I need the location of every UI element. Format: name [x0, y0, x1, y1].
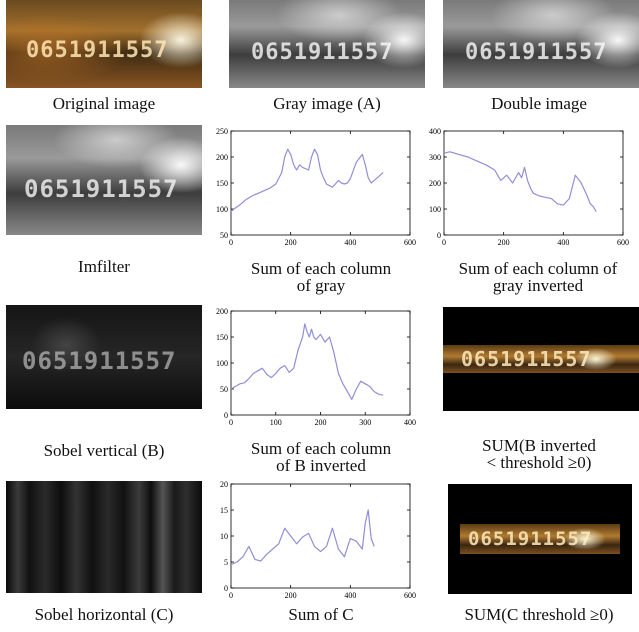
panel-b-threshold-sum: 0651911557 SUM(B inverted < threshold ≥0… [426, 305, 639, 475]
caption-b-threshold-sum-l2: < threshold ≥0) [486, 453, 592, 472]
caption-sobel-vertical: Sobel vertical (B) [43, 441, 165, 460]
caption-c-sum: Sum of C [288, 605, 354, 624]
panel-sobel-horizontal: Sobel horizontal (C) [0, 478, 213, 632]
y-tick-label: 50 [220, 385, 228, 394]
image-digits: 0651911557 [468, 528, 593, 550]
x-tick-label: 400 [344, 591, 356, 600]
panel-c-threshold-sum: 0651911557 SUM(C threshold ≥0) [426, 478, 639, 632]
x-tick-label: 300 [359, 418, 371, 427]
original-image-photo: 0651911557 [6, 0, 202, 88]
caption-b-threshold-sum-l1: SUM(B inverted [482, 436, 596, 455]
x-tick-label: 600 [404, 591, 416, 600]
caption-gray-image: Gray image (A) [273, 94, 381, 113]
y-tick-label: 100 [216, 359, 228, 368]
chart-gray-inverted-col-sum: 0 200 400 600 0 100 200 300 400 [429, 127, 629, 247]
series-line [230, 323, 384, 401]
plate-strip [460, 524, 620, 554]
x-tick-label: 0 [229, 591, 233, 600]
y-tick-label: 5 [224, 558, 228, 567]
caption-b-inverted-col-sum-l2: of B inverted [276, 456, 366, 475]
x-tick-label: 400 [557, 238, 569, 247]
x-tick-label: 100 [270, 418, 282, 427]
caption-gray-inverted-col-sum-l2: gray inverted [492, 276, 584, 295]
plate-strip [443, 345, 639, 373]
y-tick-label: 200 [429, 179, 441, 188]
image-digits: 0651911557 [465, 40, 608, 65]
caption-sobel-horizontal: Sobel horizontal (C) [34, 605, 174, 624]
image-digits: 0651911557 [26, 38, 169, 63]
y-tick-label: 200 [216, 153, 228, 162]
caption-double-image: Double image [491, 94, 587, 113]
panel-sobel-vertical: 0651911557 Sobel vertical (B) [0, 305, 213, 475]
plot-frame [230, 130, 411, 236]
y-tick-label: 15 [220, 506, 228, 515]
caption-imfilter: Imfilter [78, 257, 130, 276]
chart-c-sum: 0 200 400 600 0 5 10 15 20 [220, 480, 416, 600]
image-digits: 0651911557 [22, 347, 177, 375]
y-tick-label: 400 [429, 127, 441, 136]
image-digits: 0651911557 [251, 40, 394, 65]
x-tick-label: 600 [404, 238, 416, 247]
b-threshold-result: 0651911557 [443, 307, 639, 411]
plot-frame [443, 130, 624, 236]
image-digits: 0651911557 [24, 175, 179, 203]
caption-gray-col-sum-l1: Sum of each column [250, 259, 392, 278]
caption-gray-col-sum-l2: of gray [296, 276, 346, 295]
x-tick-label: 200 [285, 591, 297, 600]
chart-gray-col-sum: 0 200 400 600 50 100 150 200 250 [216, 127, 416, 247]
y-tick-label: 100 [216, 205, 228, 214]
sobel-horizontal-photo [6, 481, 202, 593]
c-threshold-result: 0651911557 [448, 484, 632, 594]
sobel-vertical-photo: 0651911557 [6, 305, 202, 409]
caption-original-image: Original image [52, 94, 156, 113]
chart-b-inverted-col-sum: 0 100 200 300 400 0 50 100 150 200 [216, 307, 416, 427]
y-tick-label: 150 [216, 179, 228, 188]
panel-gray-col-sum: 0 200 400 600 50 100 150 200 250 Sum of each col… [213, 125, 426, 305]
y-tick-label: 50 [220, 231, 228, 240]
y-tick-label: 300 [429, 153, 441, 162]
x-tick-label: 0 [229, 238, 233, 247]
series-line [443, 151, 597, 212]
panel-gray-inverted-col-sum: 0 200 400 600 0 100 200 300 400 Sum of each colu… [426, 125, 639, 305]
y-tick-label: 200 [216, 307, 228, 316]
double-image-photo: 0651911557 [443, 0, 639, 88]
x-tick-label: 200 [498, 238, 510, 247]
y-tick-label: 250 [216, 127, 228, 136]
panel-double-image: 0651911557 Double image [426, 0, 639, 120]
x-tick-label: 200 [315, 418, 327, 427]
x-tick-label: 0 [229, 418, 233, 427]
y-tick-label: 0 [224, 411, 228, 420]
caption-gray-inverted-col-sum-l1: Sum of each column of [458, 259, 618, 278]
y-tick-label: 150 [216, 333, 228, 342]
y-tick-label: 0 [224, 584, 228, 593]
series-line [230, 148, 384, 213]
x-tick-label: 400 [404, 418, 416, 427]
plot-frame [230, 483, 411, 589]
imfilter-photo: 0651911557 [6, 125, 202, 235]
y-tick-label: 100 [429, 205, 441, 214]
y-tick-label: 20 [220, 480, 228, 489]
series-line [230, 509, 375, 566]
gray-image-photo: 0651911557 [229, 0, 425, 88]
caption-c-threshold-sum: SUM(C threshold ≥0) [464, 605, 614, 624]
y-tick-label: 10 [220, 532, 228, 541]
x-tick-label: 0 [442, 238, 446, 247]
panel-gray-image: 0651911557 Gray image (A) [213, 0, 426, 120]
image-digits: 0651911557 [461, 347, 592, 371]
x-tick-label: 200 [285, 238, 297, 247]
x-tick-label: 400 [344, 238, 356, 247]
plot-frame [230, 310, 411, 416]
panel-b-inverted-col-sum: 0 100 200 300 400 0 50 100 150 200 Sum of each co… [213, 305, 426, 475]
caption-b-inverted-col-sum-l1: Sum of each column [250, 439, 392, 458]
x-tick-label: 600 [617, 238, 629, 247]
panel-original-image: 0651911557 Original image [0, 0, 213, 120]
y-tick-label: 0 [437, 231, 441, 240]
panel-c-sum: 0 200 400 600 0 5 10 15 20 Sum of C [213, 478, 426, 632]
panel-imfilter: 0651911557 Imfilter [0, 125, 213, 305]
